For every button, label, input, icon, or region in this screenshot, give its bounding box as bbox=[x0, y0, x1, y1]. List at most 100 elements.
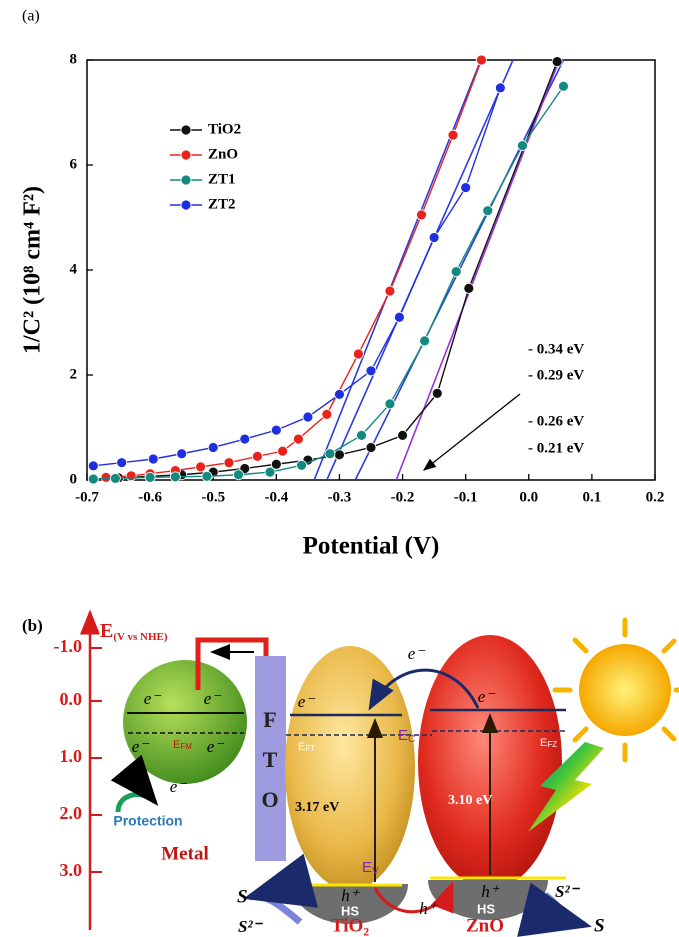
series-line bbox=[93, 88, 500, 466]
data-point bbox=[558, 81, 568, 91]
legend-marker bbox=[181, 125, 191, 135]
data-point bbox=[278, 446, 288, 456]
series-line bbox=[106, 60, 482, 477]
data-point bbox=[101, 472, 111, 482]
data-point bbox=[88, 474, 98, 484]
data-point bbox=[385, 399, 395, 409]
x-tick-label: -0.6 bbox=[138, 489, 162, 505]
protection-label: Protection bbox=[113, 813, 182, 829]
electron: e⁻ bbox=[204, 689, 223, 708]
axis-tick-label: -1.0 bbox=[54, 636, 83, 656]
data-point bbox=[325, 449, 335, 459]
data-point bbox=[252, 451, 262, 461]
hole: h⁺ bbox=[341, 886, 361, 905]
data-point bbox=[334, 389, 344, 399]
legend-label: TiO2 bbox=[208, 121, 241, 137]
reaction-species: S bbox=[237, 886, 248, 907]
data-point bbox=[271, 425, 281, 435]
fermi-sub: FM bbox=[180, 742, 192, 751]
hole: h⁺ bbox=[419, 899, 439, 918]
sun bbox=[579, 644, 671, 736]
axis-unit: (V vs NHE) bbox=[113, 631, 168, 643]
fermi-sub: FZ bbox=[547, 740, 557, 749]
valence-label: E bbox=[362, 859, 372, 876]
data-point bbox=[208, 442, 218, 452]
data-point bbox=[464, 283, 474, 293]
x-tick-label: 0.0 bbox=[519, 489, 538, 505]
data-point bbox=[202, 471, 212, 481]
data-point bbox=[233, 470, 243, 480]
annotation: - 0.21 eV bbox=[528, 440, 584, 456]
axis-tick-label: 1.0 bbox=[60, 746, 83, 766]
axis-tick-label: 3.0 bbox=[60, 860, 83, 880]
hole: h⁺ bbox=[481, 882, 501, 901]
conduction-label: EC bbox=[398, 727, 415, 745]
data-point bbox=[148, 454, 158, 464]
data-point bbox=[483, 206, 493, 216]
electron: e⁻ bbox=[170, 777, 189, 796]
fermi-label: E bbox=[540, 737, 547, 749]
legend-label: ZnO bbox=[208, 146, 238, 162]
data-point bbox=[448, 130, 458, 140]
electron: e⁻ bbox=[408, 644, 427, 663]
diagram: -1.0 0.0 1.0 2.0 3.0 E(V vs NHE) e⁻ e⁻ e… bbox=[54, 612, 679, 936]
valence-sub: V bbox=[372, 866, 379, 877]
data-point bbox=[240, 434, 250, 444]
data-point bbox=[451, 267, 461, 277]
x-tick-label: -0.1 bbox=[454, 489, 478, 505]
figure: (a) -0.7-0.6-0.5-0.4-0.3-0.2-0.10.00.10.… bbox=[0, 0, 679, 937]
data-point bbox=[366, 366, 376, 376]
electron: e⁻ bbox=[478, 687, 497, 706]
metal-sphere bbox=[123, 660, 247, 784]
electron: e⁻ bbox=[207, 737, 226, 756]
x-tick-label: -0.7 bbox=[75, 489, 99, 505]
y-axis-label: 1/C² (10⁸ cm⁴ F²) bbox=[20, 186, 46, 354]
legend-marker bbox=[181, 200, 191, 210]
data-point bbox=[297, 460, 307, 470]
data-point bbox=[366, 442, 376, 452]
data-point bbox=[145, 472, 155, 482]
fermi-sub: FT bbox=[305, 744, 315, 753]
data-point bbox=[357, 430, 367, 440]
y-tick-label: 6 bbox=[70, 156, 78, 172]
data-point bbox=[110, 473, 120, 483]
y-tick-label: 0 bbox=[70, 471, 78, 487]
y-tick-label: 8 bbox=[70, 51, 78, 67]
x-tick-label: -0.3 bbox=[328, 489, 352, 505]
series-line bbox=[93, 86, 563, 479]
legend-marker bbox=[181, 150, 191, 160]
annotation: - 0.26 eV bbox=[528, 413, 584, 429]
axis-ticks bbox=[90, 648, 102, 872]
data-point bbox=[170, 472, 180, 482]
data-point bbox=[177, 449, 187, 459]
x-axis-label: Potential (V) bbox=[303, 533, 440, 560]
y-tick-label: 2 bbox=[70, 366, 78, 382]
reaction-species: S bbox=[594, 915, 605, 936]
material-label: ZnO bbox=[466, 915, 504, 936]
data-point bbox=[420, 336, 430, 346]
hs-label: HS bbox=[477, 901, 495, 916]
data-point bbox=[322, 409, 332, 419]
data-point bbox=[224, 458, 234, 468]
data-point bbox=[126, 471, 136, 481]
panel-label: (b) bbox=[22, 616, 43, 635]
axis-label: E bbox=[100, 620, 113, 642]
reaction-species: S²⁻ bbox=[238, 917, 264, 936]
x-tick-label: 0.1 bbox=[583, 489, 602, 505]
protection-arrow bbox=[118, 795, 155, 812]
y-tick-label: 4 bbox=[70, 261, 78, 277]
data-point bbox=[552, 57, 562, 67]
data-point bbox=[416, 210, 426, 220]
data-point bbox=[398, 430, 408, 440]
reaction-species: S²⁻ bbox=[555, 882, 581, 901]
x-tick-label: -0.5 bbox=[201, 489, 225, 505]
data-point bbox=[429, 232, 439, 242]
legend-marker bbox=[181, 175, 191, 185]
data-point bbox=[88, 461, 98, 471]
data-point bbox=[517, 141, 527, 151]
data-point bbox=[117, 458, 127, 468]
band-gap: 3.10 eV bbox=[448, 793, 492, 808]
fto-letter: O bbox=[261, 787, 278, 812]
conduction-label: E bbox=[398, 727, 408, 744]
